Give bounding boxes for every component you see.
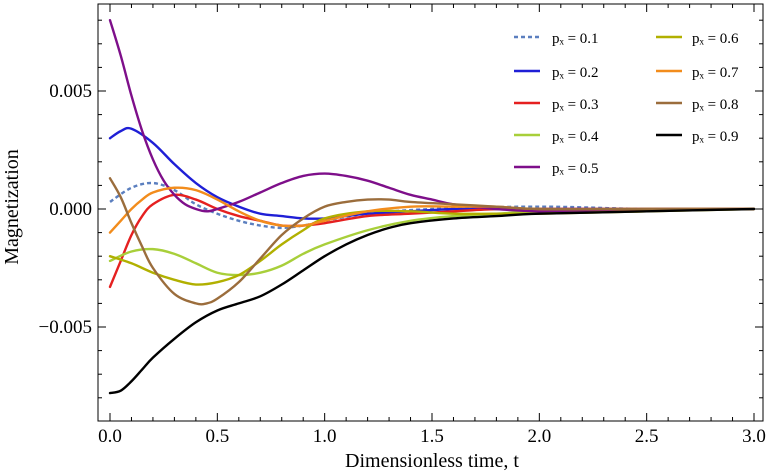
legend-entry-px-0.4: pₓ = 0.4 (514, 129, 599, 145)
y-tick-label: 0.000 (49, 199, 92, 220)
legend-entry-px-0.6: pₓ = 0.6 (656, 31, 739, 47)
legend-label: pₓ = 0.8 (692, 97, 739, 113)
series-line-px-0.8 (108, 177, 756, 306)
x-tick-label: 2.5 (635, 426, 659, 447)
x-tick-label: 0.5 (205, 426, 229, 447)
series-line-px-0.5 (108, 19, 756, 213)
x-axis-title: Dimensionless time, t (345, 450, 519, 471)
legend-entry-px-0.5: pₓ = 0.5 (514, 161, 599, 177)
x-tick-label: 1.5 (420, 426, 444, 447)
y-axis-title: Magnetization (1, 149, 23, 265)
legend-entry-px-0.8: pₓ = 0.8 (656, 97, 739, 113)
legend-entry-px-0.1: pₓ = 0.1 (514, 31, 599, 47)
legend-entry-px-0.9: pₓ = 0.9 (656, 129, 739, 145)
legend-label: pₓ = 0.1 (552, 31, 599, 47)
legend-label: pₓ = 0.9 (692, 129, 739, 145)
x-tick-label: 1.0 (313, 426, 337, 447)
legend-entry-px-0.3: pₓ = 0.3 (514, 97, 599, 113)
legend: pₓ = 0.1 pₓ = 0.2 pₓ = 0.3 pₓ = 0.4 pₓ = 0.5… (514, 31, 739, 177)
legend-label: pₓ = 0.2 (552, 65, 599, 81)
legend-entry-px-0.2: pₓ = 0.2 (514, 65, 599, 81)
y-tick-label: 0.005 (49, 81, 92, 102)
x-tick-label: 2.0 (527, 426, 551, 447)
axis-ticks: 0.0 0.5 1.0 1.5 2.0 2.5 3.0 −0.005 0.000 0.005 (39, 4, 766, 447)
y-tick-label: −0.005 (39, 317, 92, 338)
x-tick-label: 3.0 (742, 426, 766, 447)
series-line-px-0.4 (108, 207, 756, 277)
legend-entry-px-0.7: pₓ = 0.7 (656, 65, 739, 81)
x-tick-label: 0.0 (98, 426, 122, 447)
plot-frame (97, 3, 764, 422)
legend-label: pₓ = 0.3 (552, 97, 599, 113)
plot-border (97, 3, 764, 422)
legend-label: pₓ = 0.4 (552, 129, 599, 145)
legend-label: pₓ = 0.6 (692, 31, 739, 47)
legend-label: pₓ = 0.7 (692, 65, 739, 81)
series-line-px-0.9 (108, 207, 756, 395)
legend-label: pₓ = 0.5 (552, 161, 599, 177)
series-lines (108, 19, 756, 395)
